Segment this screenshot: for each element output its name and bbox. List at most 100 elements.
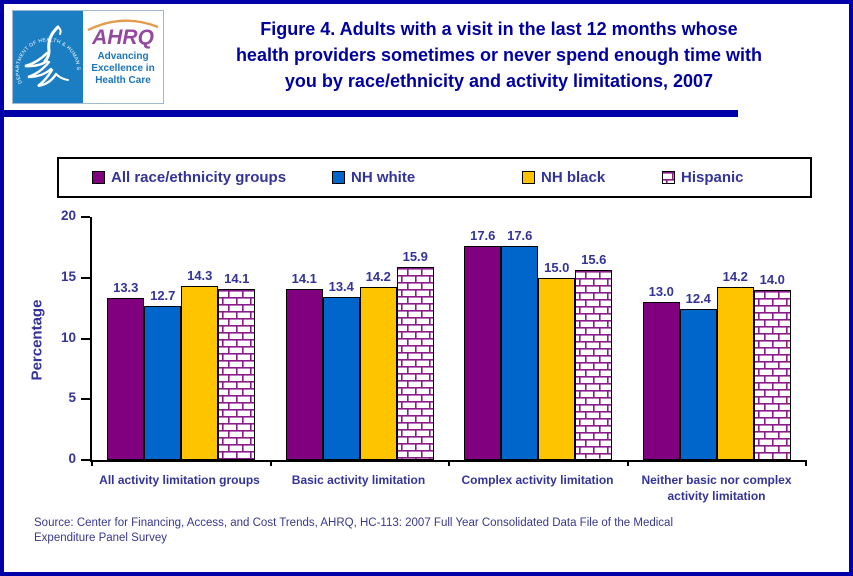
- bar-nh-black: [716, 287, 754, 460]
- bar-value-label: 13.4: [328, 279, 354, 295]
- ahrq-wordmark: AHRQ: [92, 26, 154, 49]
- figure-title-line1: Figure 4. Adults with a visit in the las…: [260, 19, 738, 39]
- legend-swatch: [92, 171, 105, 184]
- y-tick-mark: [81, 337, 90, 340]
- legend-swatch: [522, 171, 535, 184]
- bar-value-label: 14.2: [365, 269, 391, 285]
- plot-area: 13.3 12.7 14.3 14.1 14.1 13.4 14.2 15.9 17.6 17.6…: [61, 208, 807, 466]
- y-tick-label: 5: [68, 390, 76, 406]
- bar-value-label: 14.1: [224, 270, 250, 286]
- x-axis-label-1: All activity limitation groups: [99, 473, 260, 487]
- y-tick-mark: [81, 459, 90, 461]
- bar-wrap: 12.7: [144, 217, 182, 460]
- bar-nh-black: [538, 277, 576, 460]
- bar-all-race-ethnicity-groups: [107, 298, 145, 460]
- x-tick-mark: [448, 460, 450, 466]
- bar-all-race-ethnicity-groups: [464, 246, 502, 460]
- bar-value-label: 15.0: [544, 259, 570, 275]
- bar-all-race-ethnicity-groups: [642, 302, 680, 460]
- brick-fill: [397, 267, 433, 459]
- bar-wrap: 17.6: [501, 217, 539, 460]
- bar-nh-black: [359, 287, 397, 460]
- bar-wrap: 14.0: [753, 217, 791, 460]
- bar-group-3: 17.6 17.6 15.0 15.6: [449, 217, 628, 460]
- bar-value-label: 13.0: [648, 284, 674, 300]
- bar-wrap: 12.4: [679, 217, 717, 460]
- bar-nh-white: [501, 246, 539, 460]
- bar-value-label: 14.2: [722, 269, 748, 285]
- figure-title: Figure 4. Adults with a visit in the las…: [174, 16, 824, 94]
- bar-group-4: 13.0 12.4 14.2 14.0: [628, 217, 807, 460]
- bar-value-label: 14.1: [291, 270, 317, 286]
- bar-wrap: 14.2: [716, 217, 754, 460]
- bar-nh-white: [322, 297, 360, 460]
- bar-value-label: 13.3: [113, 280, 139, 296]
- y-tick-label: 0: [68, 451, 76, 466]
- ahrq-logo-box: AHRQ Advancing Excellence in Health Care: [83, 11, 163, 103]
- bar-wrap: 14.3: [181, 217, 219, 460]
- bar-wrap: 15.0: [538, 217, 576, 460]
- x-axis-labels: All activity limitation groups Basic acti…: [90, 472, 806, 504]
- bar-nh-white: [679, 309, 717, 460]
- x-axis-label-2: Basic activity limitation: [291, 473, 426, 487]
- source-note: Source: Center for Financing, Access, an…: [34, 517, 674, 544]
- bar-value-label: 15.6: [581, 252, 607, 268]
- legend-label: NH white: [351, 169, 416, 186]
- brick-fill: [576, 271, 612, 459]
- ahrq-arc-icon: [87, 19, 159, 31]
- x-tick-mark: [626, 460, 629, 466]
- figure-title-line2: health providers sometimes or never spen…: [235, 45, 763, 65]
- bar-wrap: 13.3: [107, 217, 145, 460]
- legend-label: NH black: [541, 169, 606, 186]
- x-axis-label-3: Complex activity limitation: [461, 473, 614, 487]
- plot-bars: 13.3 12.7 14.3 14.1 14.1 13.4 14.2 15.9 17.6 17.6…: [92, 217, 806, 460]
- bar-wrap: 15.6: [575, 217, 613, 460]
- x-tick-mark: [269, 460, 272, 466]
- legend-item-1: All race/ethnicity groups: [92, 159, 286, 196]
- hhs-eagle-icon: DEPARTMENT OF HEALTH & HUMAN SERVICES · …: [13, 11, 83, 103]
- legend-item-3: NH black: [522, 159, 605, 196]
- bar-value-label: 17.6: [507, 228, 533, 244]
- bar-group-2: 14.1 13.4 14.2 15.9: [271, 217, 450, 460]
- y-tick-label: 15: [60, 268, 76, 284]
- bar-hispanic: [753, 289, 791, 460]
- x-tick-mark: [805, 460, 807, 466]
- hhs-logo: DEPARTMENT OF HEALTH & HUMAN SERVICES · …: [13, 11, 83, 103]
- figure-title-line3: you by race/ethnicity and activity limit…: [284, 71, 714, 91]
- y-tick-label: 20: [60, 208, 76, 223]
- legend-swatch: [332, 171, 345, 184]
- bar-hispanic: [575, 270, 613, 460]
- bar-value-label: 14.3: [187, 268, 213, 284]
- y-tick-label: 10: [60, 329, 76, 345]
- brick-fill: [754, 290, 790, 459]
- bar-hispanic: [218, 288, 256, 460]
- bar-wrap: 17.6: [464, 217, 502, 460]
- legend-item-4: Hispanic: [662, 159, 744, 196]
- ahrq-hhs-logo: DEPARTMENT OF HEALTH & HUMAN SERVICES · …: [12, 10, 164, 104]
- bar-wrap: 13.4: [322, 217, 360, 460]
- header-divider: [4, 110, 738, 117]
- bar-value-label: 12.7: [150, 287, 176, 303]
- bar-value-label: 14.0: [759, 271, 785, 287]
- legend-label: Hispanic: [681, 169, 744, 186]
- legend: All race/ethnicity groups NH white NH blac…: [57, 157, 812, 198]
- bar-value-label: 15.9: [402, 248, 428, 264]
- bar-wrap: 14.2: [359, 217, 397, 460]
- bar-value-label: 17.6: [470, 228, 496, 244]
- legend-item-2: NH white: [332, 159, 415, 196]
- brick-fill: [219, 289, 255, 459]
- bar-wrap: 15.9: [396, 217, 434, 460]
- bar-all-race-ethnicity-groups: [285, 288, 323, 460]
- y-tick-mark: [81, 276, 90, 279]
- bar-wrap: 14.1: [218, 217, 256, 460]
- legend-swatch: [662, 171, 675, 184]
- bar-nh-white: [144, 305, 182, 460]
- bar-hispanic: [396, 266, 434, 460]
- x-axis-label-4: Neither basic nor complex activity limit…: [641, 473, 792, 504]
- x-tick-mark: [91, 460, 93, 466]
- legend-label: All race/ethnicity groups: [111, 169, 287, 186]
- bar-value-label: 12.4: [685, 291, 711, 307]
- y-tick-mark: [81, 216, 90, 218]
- bar-wrap: 13.0: [642, 217, 680, 460]
- ahrq-tagline: Advancing Excellence in Health Care: [91, 51, 155, 86]
